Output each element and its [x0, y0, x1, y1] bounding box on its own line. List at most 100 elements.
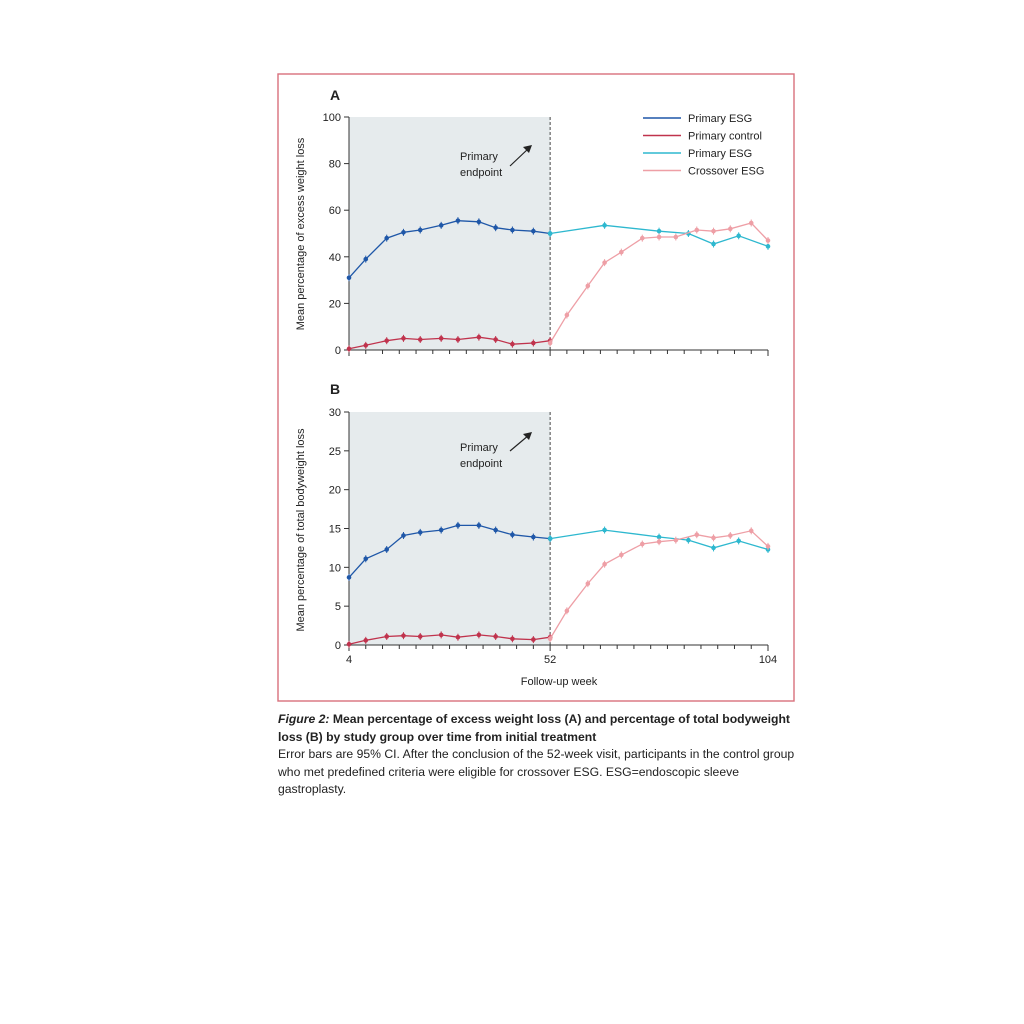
crossover-esg-point: [585, 283, 591, 289]
y-tick-label: 80: [329, 159, 341, 171]
crossover-esg-point: [602, 561, 607, 567]
legend-label: Crossover ESG: [688, 166, 764, 178]
primary-control-point: [384, 634, 390, 639]
crossover-esg-point: [619, 249, 624, 255]
primary-esg-point: [455, 523, 461, 528]
crossover-esg-line: [549, 530, 769, 640]
crossover-esg-point: [727, 226, 733, 232]
panel-a-label: A: [330, 87, 340, 103]
panel-a-ylabel: Mean percentage of excess weight loss: [295, 137, 307, 330]
x-axis-label: Follow-up week: [521, 676, 598, 688]
primary-esg-point: [531, 534, 536, 540]
primary-esg-point: [656, 228, 662, 234]
primary-control-point: [455, 337, 461, 342]
primary-control-line: [348, 634, 551, 645]
primary-control-point: [438, 336, 444, 341]
primary-esg-point: [493, 527, 498, 533]
primary-control-point: [493, 634, 498, 639]
panel-b: B Mean percentage of total bodyweight lo…: [295, 381, 777, 688]
crossover-esg-point: [619, 552, 624, 558]
panel-b-ylabel: Mean percentage of total bodyweight loss: [295, 428, 307, 632]
y-tick-label: 0: [335, 640, 341, 652]
primary-esg-point: [531, 228, 536, 234]
x-tick-label: 52: [544, 654, 556, 666]
primary-esg-point: [602, 223, 607, 228]
endpoint-arrow-line: [509, 147, 530, 167]
endpoint-arrow-line: [509, 434, 530, 452]
primary-esg-point: [736, 233, 741, 239]
y-tick-label: 60: [329, 205, 341, 217]
crossover-esg-point: [673, 537, 679, 543]
crossover-esg-point: [547, 636, 553, 642]
crossover-esg-point: [694, 227, 700, 233]
primary-esg-point: [686, 537, 691, 543]
primary-control-point: [531, 340, 536, 346]
primary-control-point: [476, 334, 482, 340]
y-tick-label: 15: [329, 524, 341, 536]
crossover-esg-point: [564, 608, 570, 614]
endpoint-annotation: Primary: [460, 151, 498, 163]
crossover-esg-point: [711, 228, 716, 234]
panel-b-label: B: [330, 381, 340, 397]
primary-control-point: [363, 343, 369, 348]
primary-esg-point: [547, 231, 553, 236]
primary-esg-point: [656, 534, 662, 540]
crossover-esg-point: [673, 234, 679, 240]
primary-esg-point: [510, 532, 515, 538]
endpoint-annotation: endpoint: [460, 458, 502, 470]
primary-esg-point: [417, 530, 423, 535]
primary-esg-point: [476, 219, 482, 225]
primary-esg-point: [346, 275, 352, 281]
primary-control-point: [346, 641, 352, 647]
primary-esg-point: [510, 227, 515, 233]
primary-esg-point: [346, 575, 352, 580]
primary-esg-line: [348, 220, 551, 279]
primary-period-shade: [349, 412, 551, 645]
legend-label: Primary ESG: [688, 113, 752, 125]
crossover-esg-point: [711, 535, 716, 541]
primary-control-point: [401, 633, 406, 638]
crossover-esg-line: [549, 222, 769, 344]
primary-esg-point: [438, 527, 444, 533]
crossover-esg-point: [765, 544, 771, 549]
primary-control-point: [384, 338, 390, 343]
x-tick-label: 104: [759, 654, 777, 666]
primary-control-point: [493, 337, 498, 342]
caption-figure-label: Figure 2:: [278, 712, 330, 726]
legend-label: Primary ESG: [688, 148, 752, 160]
primary-control-point: [510, 636, 515, 642]
endpoint-annotation: endpoint: [460, 167, 502, 179]
primary-control-point: [363, 638, 369, 643]
primary-esg-point: [711, 545, 716, 551]
primary-esg-point: [401, 533, 406, 538]
primary-esg-point: [736, 538, 741, 544]
primary-control-point: [346, 346, 352, 352]
y-tick-label: 10: [329, 562, 341, 574]
primary-control-point: [417, 634, 423, 639]
primary-control-point: [455, 634, 461, 640]
crossover-esg-point: [748, 528, 754, 534]
y-tick-label: 25: [329, 446, 341, 458]
legend: Primary ESG Primary control Primary ESG Cro…: [643, 113, 764, 178]
primary-esg-point: [476, 523, 482, 528]
primary-esg-point: [765, 244, 771, 249]
primary-control-point: [510, 341, 515, 347]
primary-control-point: [417, 337, 423, 342]
crossover-esg-point: [585, 581, 591, 586]
panel-a: A Mean percentage of excess weight loss …: [295, 87, 771, 357]
figure-frame: [277, 73, 795, 702]
y-tick-label: 40: [329, 252, 341, 264]
figure-caption: Figure 2: Mean percentage of excess weig…: [278, 711, 798, 799]
endpoint-arrow-head: [523, 432, 532, 440]
y-tick-label: 5: [335, 601, 341, 613]
crossover-esg-point: [640, 541, 645, 547]
primary-esg-point: [493, 225, 498, 230]
y-tick-label: 30: [329, 407, 341, 419]
primary-control-point: [531, 637, 536, 642]
primary-esg-point: [711, 241, 716, 247]
primary-esg-point: [602, 527, 607, 533]
x-tick-label: 4: [346, 654, 352, 666]
crossover-esg-point: [640, 235, 645, 241]
primary-control-point: [438, 632, 444, 638]
y-tick-label: 100: [323, 112, 341, 124]
